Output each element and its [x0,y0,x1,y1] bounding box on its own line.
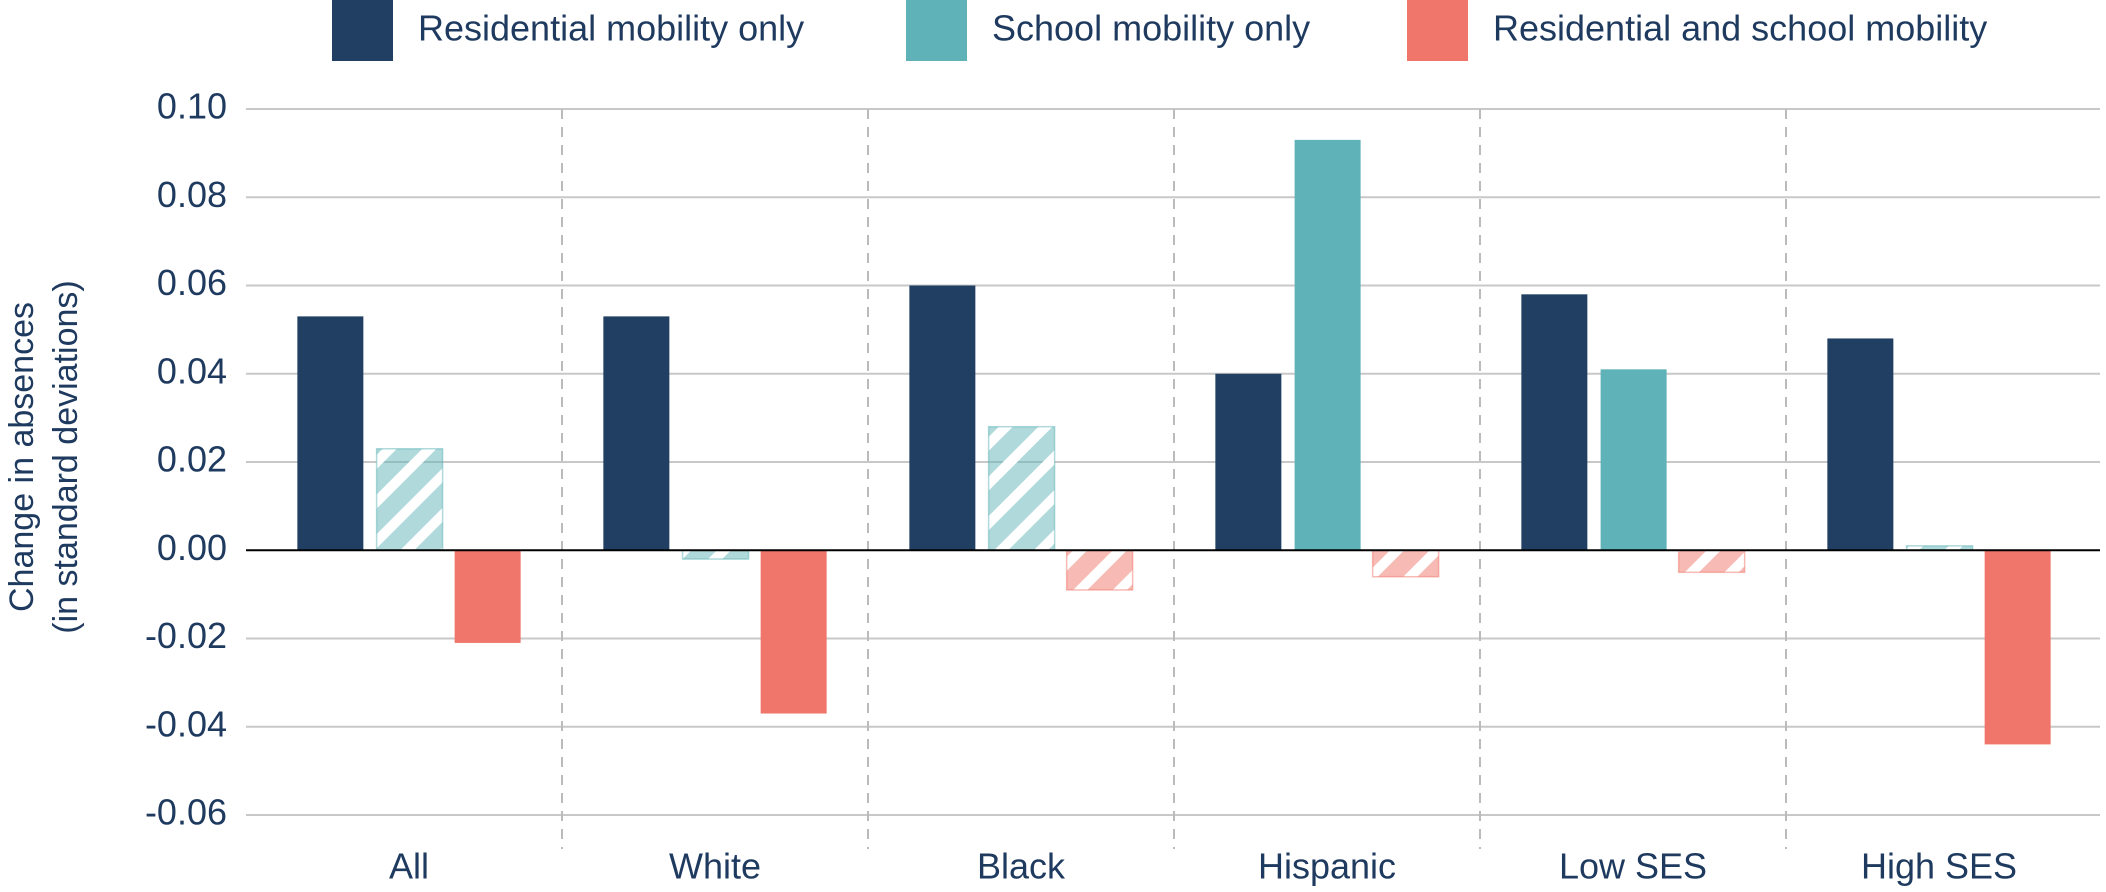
bar [1677,549,1746,574]
y-tick-label: -0.02 [145,615,227,656]
y-tick-label: 0.08 [157,174,227,215]
bar [1827,338,1894,551]
x-tick-label: All [389,846,429,887]
bar [1600,369,1667,551]
bar [1371,549,1440,578]
x-tick-label: White [669,846,761,887]
y-axis-label: Change in absences [3,302,41,612]
y-tick-label: 0.00 [157,527,227,568]
y-axis-label: (in standard deviations) [47,280,85,633]
bar [681,549,750,560]
bar [297,316,364,551]
y-tick-label: -0.04 [145,703,227,744]
legend-label: School mobility only [992,8,1310,49]
bar [1521,294,1588,551]
bar [375,448,444,552]
legend-label: Residential and school mobility [1493,8,1987,49]
y-tick-label: 0.06 [157,262,227,303]
legend-swatch [332,0,393,61]
y-tick-label: -0.06 [145,792,227,833]
bar [909,285,976,551]
legend-label: Residential mobility only [418,8,804,49]
bar [760,550,827,714]
y-tick-label: 0.10 [157,86,227,127]
y-tick-label: 0.04 [157,350,227,391]
legend-swatch [906,0,967,61]
bar [603,316,670,551]
legend-swatch [1407,0,1468,61]
bar [454,550,521,643]
bar [1215,373,1282,551]
bar [1294,139,1361,551]
bar [1984,550,2051,745]
x-tick-label: Low SES [1559,846,1707,887]
x-tick-label: Hispanic [1258,846,1396,887]
x-tick-label: Black [977,846,1066,887]
bar [987,425,1056,552]
x-tick-label: High SES [1861,846,2017,887]
bar [1065,549,1134,591]
y-tick-label: 0.02 [157,439,227,480]
